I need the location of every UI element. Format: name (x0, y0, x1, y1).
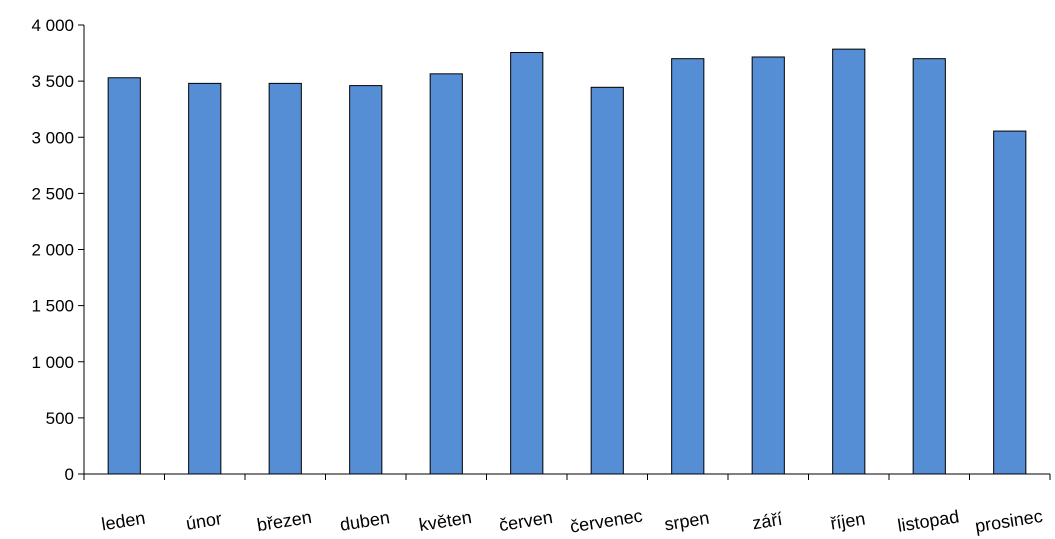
bar-srpen (671, 58, 705, 475)
x-axis: leden únor březen duben květen červen červenec… (83, 473, 1051, 537)
bar-červen (510, 52, 544, 475)
bar-prosinec (993, 130, 1027, 475)
y-tick-label: 3 500 (31, 72, 74, 91)
bar-únor (188, 82, 222, 475)
x-tick-label: leden (100, 508, 147, 535)
y-tick-label: 2 000 (31, 241, 74, 260)
bar-říjen (832, 48, 866, 475)
x-tick-label: červenec (569, 505, 644, 536)
bars (107, 48, 1027, 475)
x-tick-label: listopad (896, 506, 960, 535)
bar-září (751, 56, 785, 475)
y-tick-label: 500 (46, 409, 74, 428)
bar-květen (429, 73, 463, 475)
x-tick-label: říjen (829, 508, 867, 533)
y-tick-label: 1 500 (31, 297, 74, 316)
y-tick-label: 3 000 (31, 128, 74, 147)
x-tick-label: prosinec (974, 506, 1044, 536)
bar-listopad (912, 58, 946, 475)
y-axis: 0 500 1 000 1 500 2 000 2 500 3 000 3 500 4 000 (31, 16, 85, 484)
y-tick-label: 2 500 (31, 184, 74, 203)
x-tick-label: duben (339, 507, 392, 535)
y-tick-label: 4 000 (31, 16, 74, 35)
x-tick-label: srpen (663, 508, 711, 535)
x-tick-label: únor (184, 508, 223, 533)
y-tick-label: 0 (65, 465, 74, 484)
x-tick-label: září (751, 509, 784, 533)
y-tick-label: 1 000 (31, 353, 74, 372)
bar-duben (349, 85, 383, 475)
bar-březen (268, 82, 302, 475)
x-tick-label: květen (418, 507, 474, 535)
bar-leden (107, 77, 141, 475)
bar-červenec (590, 86, 624, 475)
x-tick-label: březen (256, 507, 313, 535)
x-tick-label: červen (498, 507, 554, 535)
